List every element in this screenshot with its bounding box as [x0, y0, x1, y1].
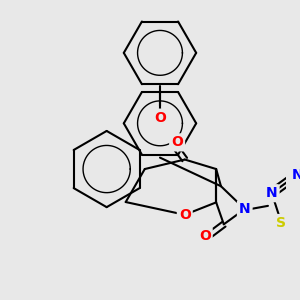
Text: N: N: [291, 168, 300, 182]
Text: S: S: [277, 216, 286, 230]
Text: O: O: [179, 208, 191, 222]
Text: N: N: [239, 202, 250, 216]
Text: O: O: [171, 135, 183, 149]
Text: N: N: [266, 186, 278, 200]
Text: O: O: [199, 229, 211, 243]
Text: O: O: [154, 111, 166, 124]
